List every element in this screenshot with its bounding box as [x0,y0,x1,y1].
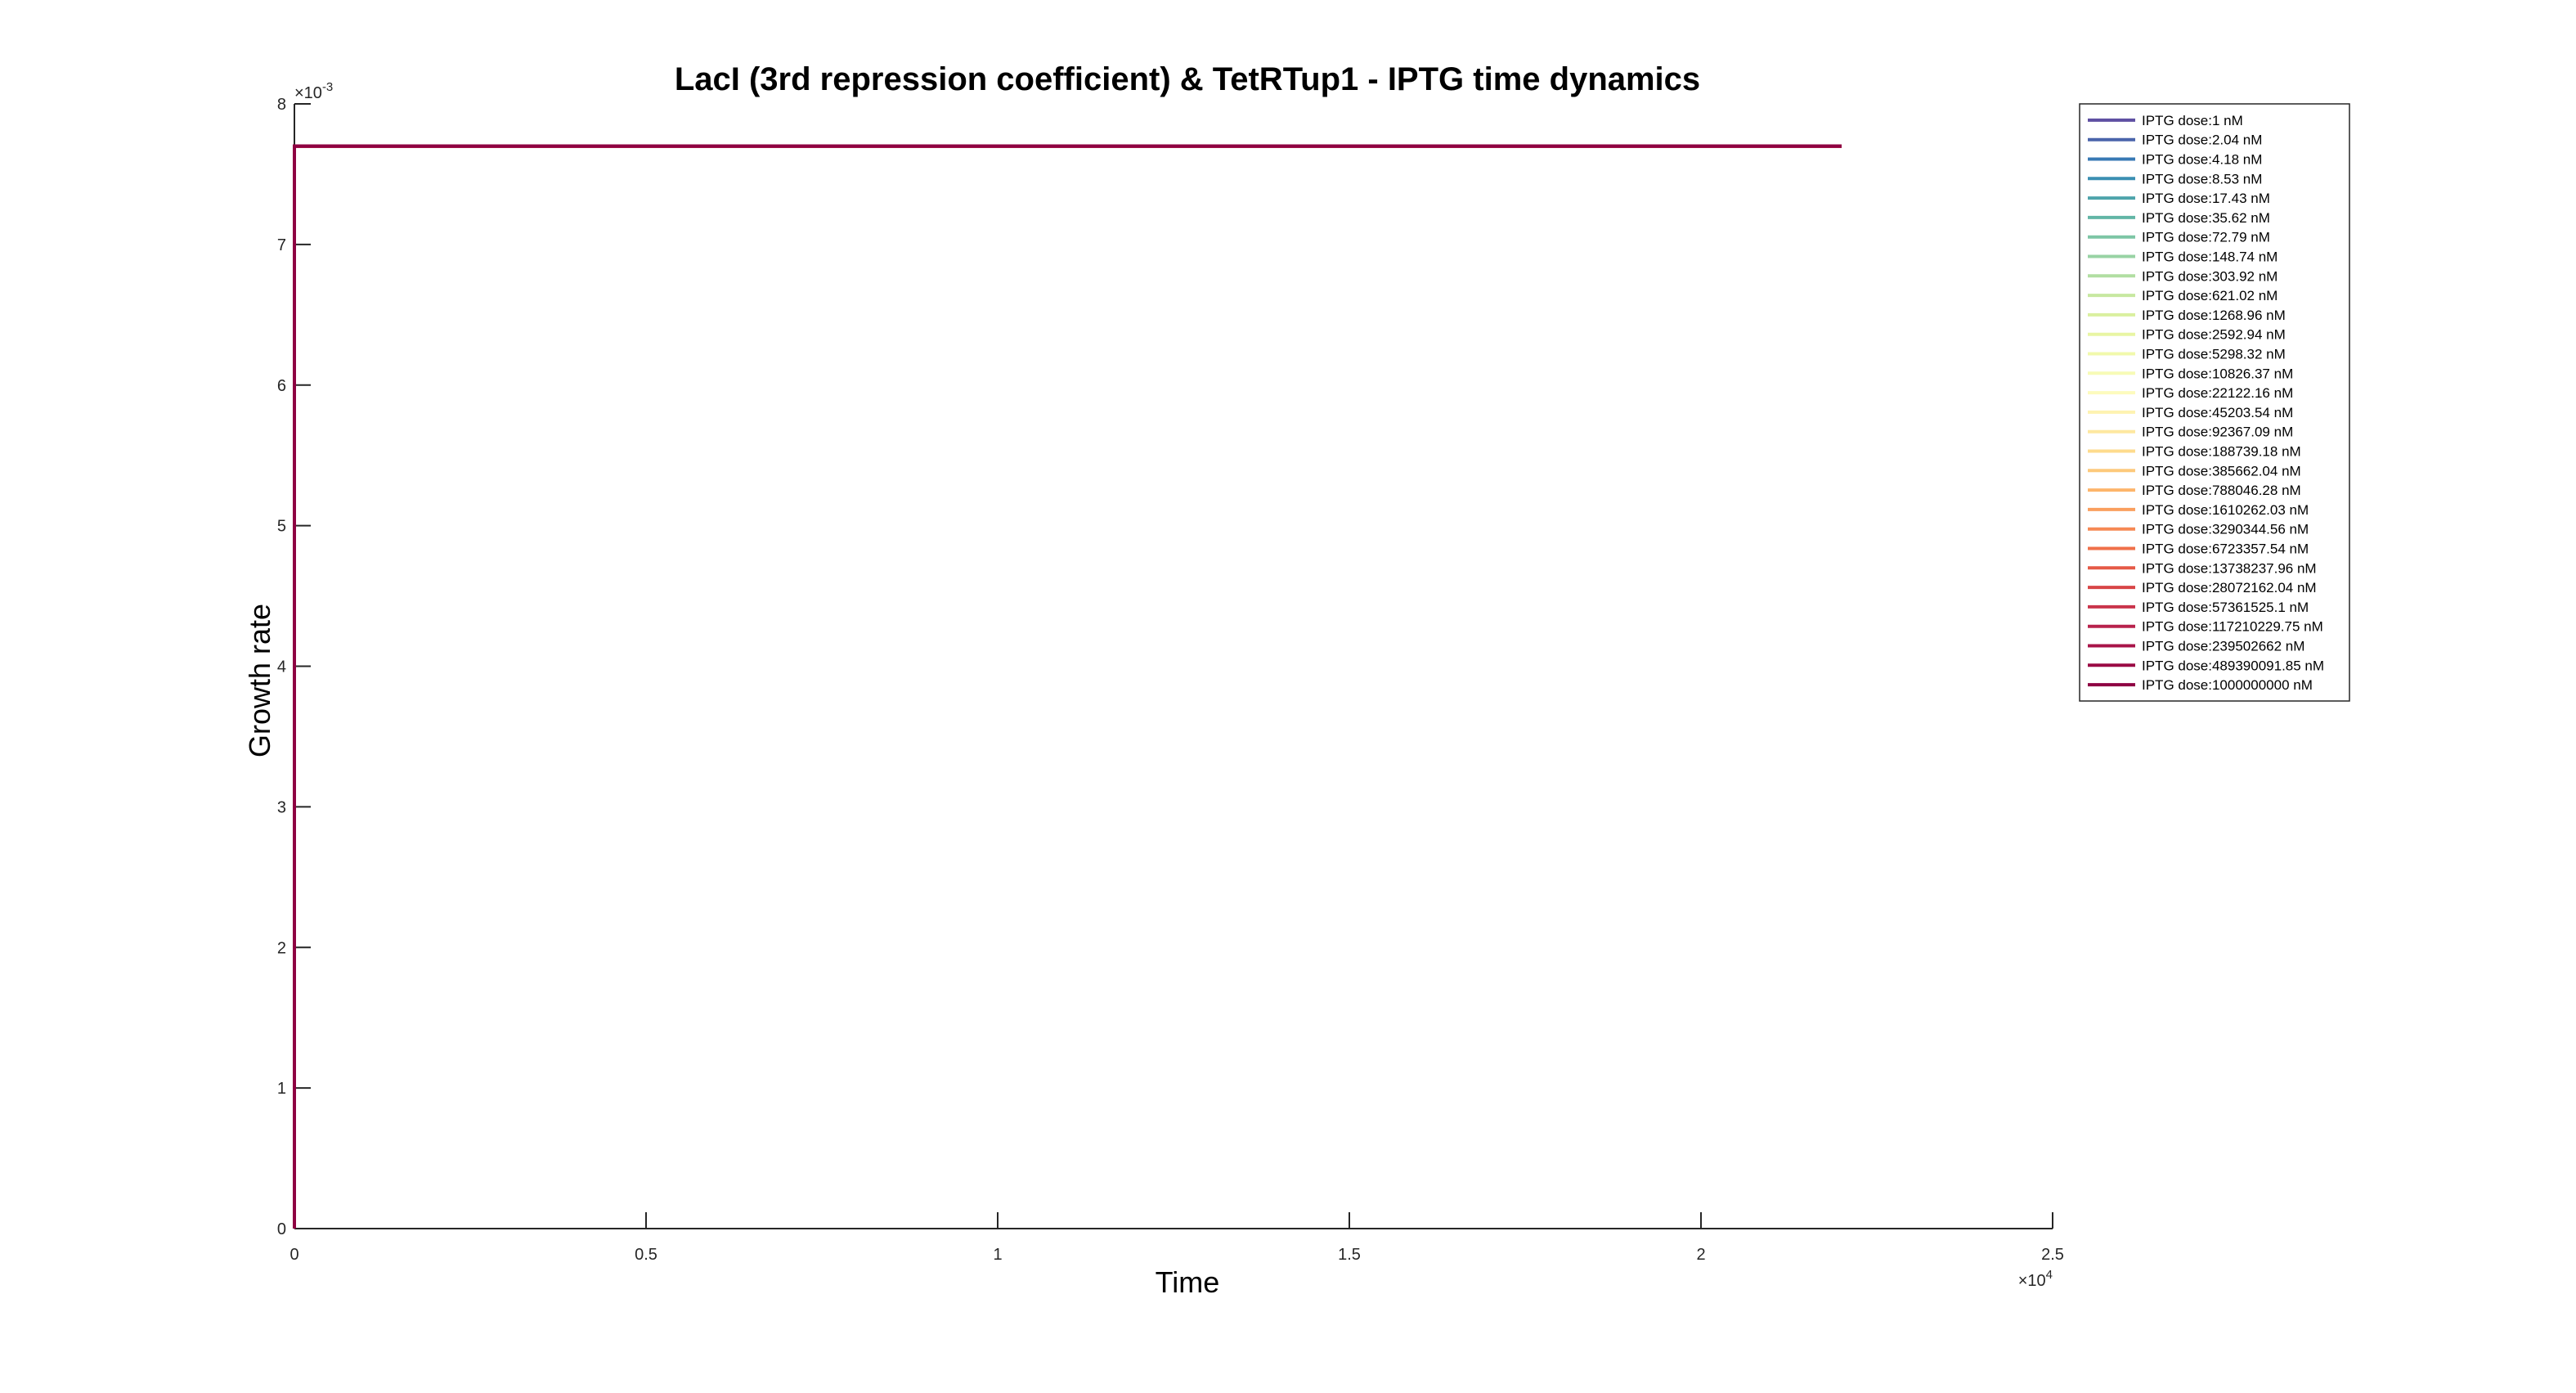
legend-entry: IPTG dose:28072162.04 nM [2142,580,2317,595]
legend-entry: IPTG dose:1 nM [2142,113,2243,128]
legend-entry: IPTG dose:4.18 nM [2142,152,2262,168]
series-line [293,144,1842,1229]
series-line [293,144,1842,1229]
legend-entry: IPTG dose:3290344.56 nM [2142,522,2309,537]
series-line [293,144,1842,1229]
y-axis-label: Growth rate [243,604,276,757]
legend-entry: IPTG dose:2592.94 nM [2142,327,2286,343]
legend-entry: IPTG dose:489390091.85 nM [2142,658,2324,673]
series-line [293,144,1842,1229]
y-tick-label: 4 [277,658,286,676]
x-axis-exponent: ×104 [2018,1268,2053,1290]
series-line [293,144,1842,1229]
series-line [293,144,1842,1229]
legend-entry: IPTG dose:6723357.54 nM [2142,541,2309,557]
series-line [293,144,1842,1229]
legend-entry: IPTG dose:45203.54 nM [2142,405,2293,420]
series-line [293,144,1842,1229]
legend-entry: IPTG dose:1000000000 nM [2142,677,2313,693]
legend-entry: IPTG dose:788046.28 nM [2142,483,2301,498]
series-line [293,144,1842,1229]
series-line [293,144,1842,1229]
legend-entry: IPTG dose:239502662 nM [2142,639,2304,654]
legend-box [2079,103,2350,702]
legend-entry: IPTG dose:17.43 nM [2142,191,2270,206]
legend-entry: IPTG dose:72.79 nM [2142,230,2270,245]
legend-entry: IPTG dose:1268.96 nM [2142,308,2286,323]
legend-entry: IPTG dose:148.74 nM [2142,249,2278,265]
series-line [293,144,1842,1229]
series-line [293,144,1842,1229]
series-line [293,144,1842,1229]
series-line [293,144,1842,1229]
series-line [293,144,1842,1229]
x-tick-label: 0 [289,1246,298,1264]
legend-entry: IPTG dose:385662.04 nM [2142,463,2301,479]
series-line [293,144,1842,1229]
series-line [293,144,1842,1229]
series-line [293,144,1842,1229]
series-line [293,144,1842,1229]
legend-entry: IPTG dose:57361525.1 nM [2142,600,2309,615]
y-tick-label: 0 [277,1220,286,1238]
y-tick-label: 7 [277,236,286,254]
legend-entry: IPTG dose:117210229.75 nM [2142,619,2323,635]
series-line [293,144,1842,1229]
legend-entry: IPTG dose:188739.18 nM [2142,444,2301,460]
legend-entry: IPTG dose:2.04 nM [2142,133,2262,148]
legend-entry: IPTG dose:35.62 nM [2142,210,2270,226]
y-tick-label: 5 [277,518,286,536]
y-tick-label: 2 [277,939,286,957]
series-line [293,144,1842,1229]
chart-title: LacI (3rd repression coefficient) & TetR… [675,61,1700,97]
x-tick-label: 0.5 [635,1246,657,1264]
x-axis-label: Time [1156,1265,1220,1299]
y-tick-label: 1 [277,1080,286,1098]
x-tick-label: 1.5 [1338,1246,1361,1264]
legend-entry: IPTG dose:13738237.96 nM [2142,560,2317,576]
series-line [293,144,1842,1229]
legend-entry: IPTG dose:5298.32 nM [2142,347,2286,362]
series-line [293,144,1842,1229]
x-tick-label: 2.5 [2041,1246,2064,1264]
series-line [293,144,1842,1229]
series-line [293,144,1842,1229]
x-tick-label: 1 [993,1246,1002,1264]
series-lines [293,144,1842,1229]
x-tick-label: 2 [1696,1246,1705,1264]
series-line [293,144,1842,1229]
legend-entry: IPTG dose:621.02 nM [2142,288,2278,303]
legend: IPTG dose:1 nM IPTG dose:2.04 nM IPTG dose… [2079,103,2350,702]
y-tick-label: 8 [277,96,286,114]
legend-entry: IPTG dose:1610262.03 nM [2142,502,2309,518]
y-axis-exponent: ×10-3 [294,80,333,102]
legend-entry: IPTG dose:22122.16 nM [2142,385,2293,401]
series-line [293,144,1842,1229]
y-tick-label: 3 [277,798,286,816]
series-line [293,144,1842,1229]
legend-entry: IPTG dose:303.92 nM [2142,268,2278,284]
legend-entry: IPTG dose:92367.09 nM [2142,425,2293,440]
legend-entry: IPTG dose:10826.37 nM [2142,366,2293,381]
series-line [293,144,1842,1229]
plot-axes: 0 0.5 1 1.5 2 2.5 0 1 2 3 4 5 6 7 8 ×10-3 ×104 [277,80,2064,1290]
series-line [293,144,1842,1229]
legend-entry: IPTG dose:8.53 nM [2142,171,2262,186]
y-tick-label: 6 [277,377,286,395]
